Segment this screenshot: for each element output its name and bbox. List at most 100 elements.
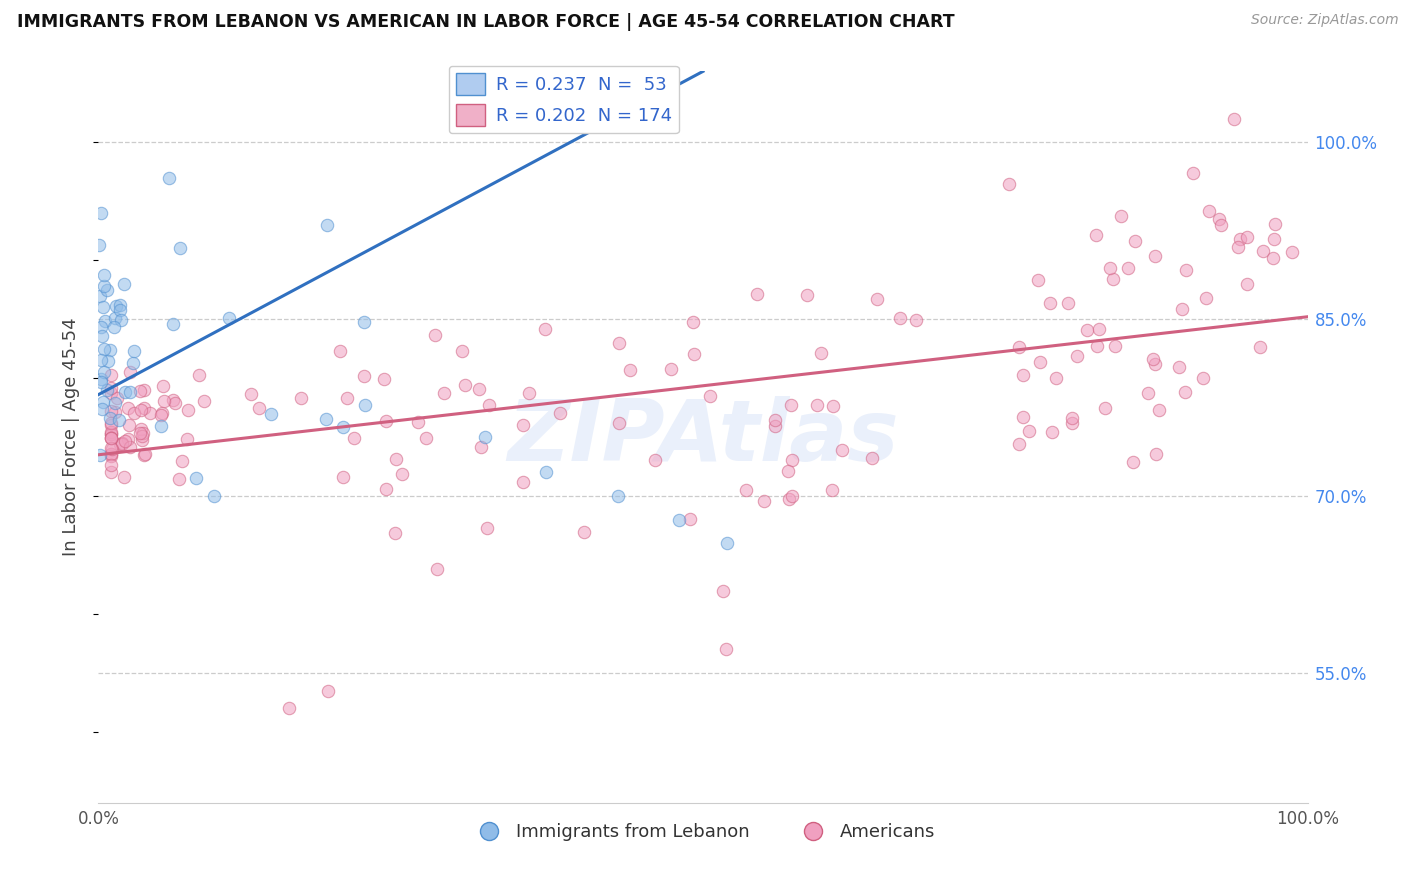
Point bbox=[114, 384, 136, 399]
Point bbox=[1226, 240, 1249, 254]
Point bbox=[426, 562, 449, 576]
Point bbox=[150, 419, 173, 434]
Point bbox=[1084, 227, 1107, 242]
Point bbox=[711, 584, 734, 599]
Point bbox=[132, 425, 155, 440]
Point bbox=[823, 399, 845, 413]
Point bbox=[512, 417, 534, 432]
Point bbox=[93, 279, 115, 293]
Point bbox=[128, 425, 150, 440]
Point bbox=[105, 391, 128, 405]
Point bbox=[187, 368, 209, 382]
Point bbox=[1281, 244, 1303, 259]
Point bbox=[96, 353, 118, 368]
Point bbox=[866, 293, 889, 307]
Point bbox=[384, 526, 406, 541]
Point bbox=[100, 431, 122, 445]
Point bbox=[1094, 401, 1116, 416]
Point bbox=[93, 314, 115, 328]
Point bbox=[100, 458, 122, 473]
Point bbox=[831, 443, 853, 458]
Point bbox=[763, 419, 786, 434]
Point bbox=[193, 394, 215, 409]
Point bbox=[114, 434, 136, 449]
Point bbox=[1264, 217, 1286, 231]
Point bbox=[100, 427, 122, 442]
Point bbox=[375, 482, 398, 496]
Point bbox=[763, 412, 786, 426]
Point bbox=[131, 433, 153, 447]
Point bbox=[336, 391, 359, 405]
Point bbox=[1191, 371, 1213, 385]
Point bbox=[100, 417, 122, 432]
Point bbox=[315, 412, 337, 426]
Point bbox=[139, 406, 162, 420]
Point bbox=[90, 206, 112, 220]
Point bbox=[1008, 437, 1031, 451]
Point bbox=[129, 403, 152, 417]
Point bbox=[860, 451, 883, 466]
Point bbox=[1076, 323, 1098, 337]
Point bbox=[100, 447, 122, 461]
Point bbox=[820, 483, 842, 497]
Point bbox=[132, 401, 155, 416]
Point bbox=[89, 288, 111, 302]
Point bbox=[176, 433, 198, 447]
Point bbox=[278, 701, 301, 715]
Point bbox=[1167, 360, 1189, 375]
Point bbox=[1018, 425, 1040, 439]
Point bbox=[100, 368, 122, 383]
Point bbox=[104, 311, 127, 326]
Point bbox=[1229, 232, 1251, 246]
Point bbox=[1087, 322, 1109, 336]
Point bbox=[100, 431, 122, 445]
Point bbox=[1249, 340, 1271, 354]
Point bbox=[415, 431, 437, 445]
Point bbox=[177, 402, 200, 417]
Point bbox=[408, 415, 430, 429]
Point bbox=[423, 328, 446, 343]
Point bbox=[316, 683, 339, 698]
Point bbox=[186, 471, 208, 485]
Point bbox=[619, 363, 641, 377]
Point bbox=[98, 410, 121, 425]
Point bbox=[90, 329, 112, 343]
Point bbox=[572, 524, 595, 539]
Point bbox=[778, 464, 800, 478]
Point bbox=[1223, 112, 1246, 126]
Point bbox=[162, 393, 184, 408]
Point bbox=[1170, 301, 1192, 316]
Point bbox=[131, 429, 153, 443]
Point bbox=[111, 437, 134, 451]
Point bbox=[607, 489, 630, 503]
Point bbox=[384, 452, 406, 467]
Point bbox=[134, 447, 156, 461]
Point bbox=[1144, 447, 1167, 461]
Point bbox=[152, 394, 174, 409]
Point bbox=[104, 396, 127, 410]
Point bbox=[104, 299, 127, 313]
Point bbox=[103, 405, 125, 419]
Point bbox=[157, 170, 180, 185]
Point bbox=[329, 344, 352, 359]
Point bbox=[100, 427, 122, 442]
Point bbox=[1012, 410, 1035, 425]
Point bbox=[1261, 251, 1284, 265]
Point bbox=[1099, 260, 1122, 275]
Point bbox=[433, 386, 456, 401]
Point bbox=[90, 372, 112, 386]
Point bbox=[1045, 371, 1067, 385]
Point bbox=[735, 483, 758, 497]
Point bbox=[111, 436, 134, 450]
Point bbox=[780, 489, 803, 503]
Point bbox=[118, 365, 141, 379]
Point bbox=[91, 394, 114, 409]
Point bbox=[1062, 417, 1084, 431]
Point bbox=[100, 442, 122, 456]
Point bbox=[752, 494, 775, 508]
Point bbox=[1136, 385, 1159, 400]
Point bbox=[118, 418, 141, 433]
Point bbox=[682, 315, 704, 329]
Point bbox=[1102, 272, 1125, 286]
Point bbox=[806, 398, 828, 412]
